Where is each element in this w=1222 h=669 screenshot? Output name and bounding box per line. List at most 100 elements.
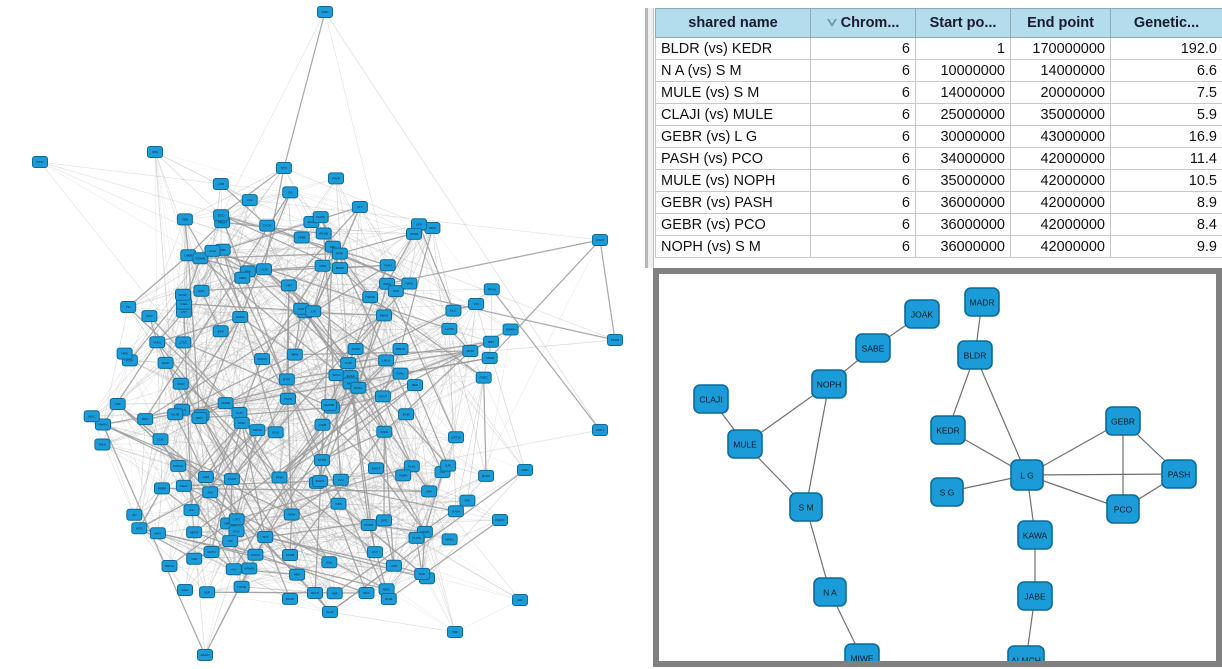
node-shape[interactable]: [813, 577, 847, 607]
main-network-edge[interactable]: [249, 200, 395, 566]
node-shape[interactable]: [193, 284, 210, 297]
table-cell-genetic[interactable]: 6.6: [1110, 59, 1222, 82]
main-network-edge[interactable]: [205, 476, 389, 600]
table-cell-shared_name[interactable]: CLAJI (vs) MULE: [655, 103, 811, 126]
main-network-edge[interactable]: [221, 214, 312, 223]
main-network-edge[interactable]: [467, 239, 601, 501]
main-network-edge[interactable]: [383, 431, 417, 538]
node-shape[interactable]: [217, 397, 234, 410]
table-cell-end_point[interactable]: 170000000: [1010, 37, 1111, 60]
node-shape[interactable]: [459, 494, 476, 507]
main-network-edge[interactable]: [154, 151, 185, 304]
main-network-edge[interactable]: [279, 424, 323, 478]
main-network-edge[interactable]: [161, 424, 323, 489]
sub-network-edge[interactable]: [974, 354, 1028, 476]
main-network-edge[interactable]: [383, 475, 404, 521]
node-shape[interactable]: [387, 285, 404, 298]
main-network-node[interactable]: NEH: [407, 379, 423, 392]
main-network-edge[interactable]: [148, 315, 240, 414]
main-network-edge[interactable]: [386, 589, 456, 633]
main-network-node[interactable]: KOF: [414, 568, 431, 580]
main-network-node[interactable]: UVB: [212, 178, 229, 190]
main-network-edge[interactable]: [386, 239, 601, 285]
table-cell-shared_name[interactable]: GEBR (vs) L G: [655, 125, 811, 148]
main-network-edge[interactable]: [290, 192, 415, 235]
main-network-node[interactable]: BBHS: [392, 343, 409, 355]
table-cell-start_point[interactable]: 25000000: [915, 103, 1011, 126]
node-shape[interactable]: [406, 227, 422, 240]
main-network-edge[interactable]: [382, 348, 402, 397]
main-network-edge[interactable]: [393, 466, 413, 566]
main-network-edge[interactable]: [319, 396, 384, 482]
main-network-edge[interactable]: [222, 206, 361, 251]
main-network-edge[interactable]: [184, 192, 291, 220]
node-shape[interactable]: [350, 381, 367, 394]
main-network-node[interactable]: IVU: [225, 563, 242, 576]
main-network-edge[interactable]: [39, 161, 385, 316]
main-network-node[interactable]: NOJI: [175, 479, 192, 492]
main-network-edge[interactable]: [183, 183, 222, 486]
main-network-node[interactable]: RDU: [137, 413, 154, 426]
main-network-node[interactable]: SUF: [199, 586, 216, 599]
main-network-edge[interactable]: [236, 530, 335, 594]
main-network-edge[interactable]: [174, 414, 212, 553]
main-network-node[interactable]: HRK: [447, 626, 463, 638]
main-network-edge[interactable]: [129, 331, 221, 361]
main-network-edge[interactable]: [200, 258, 221, 332]
main-network-edge[interactable]: [154, 151, 222, 216]
main-network-edge[interactable]: [319, 481, 330, 563]
main-network-edge[interactable]: [449, 328, 511, 330]
main-network-edge[interactable]: [183, 267, 341, 304]
main-network-edge[interactable]: [385, 360, 456, 633]
main-network-edge[interactable]: [117, 403, 159, 534]
main-network-edge[interactable]: [411, 385, 416, 467]
main-network-edge[interactable]: [239, 265, 323, 318]
main-network-node[interactable]: WKA: [94, 438, 111, 451]
node-shape[interactable]: [225, 563, 242, 576]
main-network-edge[interactable]: [428, 328, 450, 492]
main-network-node[interactable]: IOVM: [347, 343, 364, 355]
main-network-edge[interactable]: [184, 219, 201, 259]
main-network-edge[interactable]: [156, 341, 293, 515]
main-network-node[interactable]: RTAT: [278, 373, 295, 386]
main-network-edge[interactable]: [236, 465, 413, 520]
main-network-node[interactable]: VNF: [186, 552, 203, 565]
main-network-edge[interactable]: [183, 311, 226, 404]
main-network-edge[interactable]: [102, 424, 161, 440]
node-shape[interactable]: [176, 213, 193, 226]
main-network-edge[interactable]: [421, 377, 485, 575]
main-network-edge[interactable]: [39, 161, 221, 185]
table-cell-genetic[interactable]: 7.5: [1110, 81, 1222, 104]
main-network-edge[interactable]: [287, 398, 331, 613]
main-network-edge[interactable]: [289, 431, 385, 556]
main-network-edge[interactable]: [393, 491, 430, 566]
main-network-edge[interactable]: [405, 414, 443, 473]
main-network-node[interactable]: MVV: [149, 527, 166, 540]
main-network-edge[interactable]: [149, 285, 289, 317]
main-network-edge[interactable]: [102, 444, 280, 478]
node-shape[interactable]: [1007, 645, 1045, 661]
main-network-edge[interactable]: [424, 531, 456, 633]
main-network-edge[interactable]: [366, 524, 370, 593]
main-network-edge[interactable]: [447, 350, 471, 466]
node-shape[interactable]: [314, 418, 331, 431]
main-network-edge[interactable]: [312, 310, 356, 350]
main-network-edge[interactable]: [287, 398, 323, 461]
node-shape[interactable]: [326, 587, 343, 600]
main-network-node[interactable]: GCTU: [203, 546, 220, 558]
main-network-edge[interactable]: [182, 258, 201, 295]
main-network-edge[interactable]: [291, 424, 323, 515]
main-network-node[interactable]: WPEJ: [441, 533, 458, 546]
main-network-edge[interactable]: [225, 402, 367, 594]
main-network-edge[interactable]: [129, 303, 185, 361]
main-network-node[interactable]: DLC: [445, 304, 462, 317]
main-network-node[interactable]: JJS: [305, 305, 322, 318]
node-shape[interactable]: [141, 310, 158, 323]
main-network-edge[interactable]: [220, 167, 285, 216]
main-network-edge[interactable]: [286, 315, 385, 380]
main-network-edge[interactable]: [413, 233, 454, 311]
main-network-edge[interactable]: [467, 377, 485, 501]
main-network-node[interactable]: BSOP: [332, 262, 348, 275]
main-network-edge[interactable]: [102, 444, 179, 467]
main-network-edge[interactable]: [388, 519, 501, 600]
